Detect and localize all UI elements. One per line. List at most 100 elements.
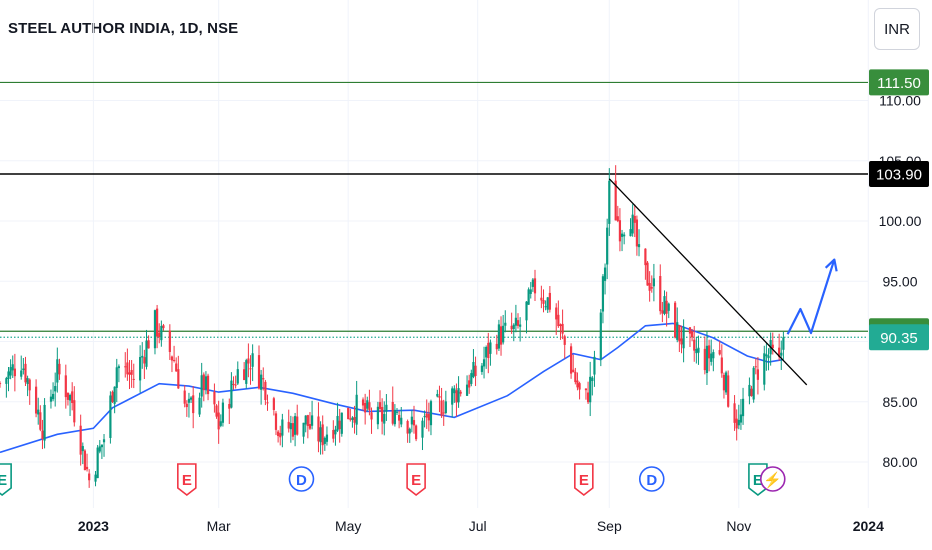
candle[interactable] bbox=[217, 400, 220, 444]
candle[interactable] bbox=[355, 380, 358, 436]
candle[interactable] bbox=[412, 405, 416, 434]
candle[interactable] bbox=[480, 363, 484, 375]
candle[interactable] bbox=[693, 325, 696, 362]
candle[interactable] bbox=[457, 376, 460, 408]
candle[interactable] bbox=[603, 263, 607, 295]
candle[interactable] bbox=[234, 375, 237, 389]
candle[interactable] bbox=[752, 366, 755, 403]
candle[interactable] bbox=[132, 363, 135, 389]
candle[interactable] bbox=[710, 339, 713, 366]
candle[interactable] bbox=[648, 271, 651, 302]
event-earnings-icon[interactable]: E bbox=[574, 463, 594, 497]
candle[interactable] bbox=[754, 358, 757, 375]
event-split-icon[interactable]: ⚡ bbox=[759, 466, 786, 492]
candle[interactable] bbox=[289, 415, 292, 443]
candle[interactable] bbox=[393, 404, 396, 427]
candle[interactable] bbox=[338, 408, 341, 443]
candle[interactable] bbox=[20, 355, 23, 380]
candle[interactable] bbox=[720, 344, 723, 378]
candle[interactable] bbox=[277, 429, 280, 443]
candle[interactable] bbox=[236, 361, 239, 385]
candle[interactable] bbox=[172, 345, 176, 363]
candle[interactable] bbox=[94, 470, 97, 487]
candle[interactable] bbox=[665, 291, 668, 327]
candle[interactable] bbox=[24, 356, 27, 387]
candle[interactable] bbox=[724, 370, 728, 395]
trendline[interactable] bbox=[608, 178, 808, 386]
candle[interactable] bbox=[378, 390, 382, 413]
candle[interactable] bbox=[516, 313, 520, 329]
candle[interactable] bbox=[451, 386, 454, 418]
candle[interactable] bbox=[206, 373, 210, 401]
candle[interactable] bbox=[574, 367, 577, 385]
candle[interactable] bbox=[533, 269, 537, 301]
candle[interactable] bbox=[637, 229, 641, 257]
candle[interactable] bbox=[153, 309, 157, 355]
candle[interactable] bbox=[79, 414, 82, 466]
event-markers[interactable]: E E D E E D E ⚡ bbox=[0, 463, 786, 497]
candle[interactable] bbox=[429, 399, 433, 436]
candle[interactable] bbox=[274, 411, 278, 436]
candle[interactable] bbox=[73, 386, 76, 427]
candle[interactable] bbox=[661, 301, 664, 323]
candle[interactable] bbox=[71, 382, 74, 411]
candle[interactable] bbox=[200, 362, 203, 408]
candle[interactable] bbox=[34, 379, 38, 418]
candle[interactable] bbox=[262, 367, 265, 391]
candle[interactable] bbox=[215, 404, 218, 419]
candle[interactable] bbox=[561, 309, 564, 340]
candle[interactable] bbox=[68, 393, 72, 416]
candle[interactable] bbox=[247, 343, 250, 378]
candle[interactable] bbox=[444, 390, 447, 415]
candle[interactable] bbox=[49, 389, 53, 409]
candle[interactable] bbox=[189, 396, 193, 403]
candle[interactable] bbox=[578, 381, 581, 400]
candle[interactable] bbox=[213, 383, 216, 413]
currency-button[interactable]: INR bbox=[874, 8, 920, 50]
candle[interactable] bbox=[385, 394, 388, 421]
candle[interactable] bbox=[616, 205, 619, 223]
candle[interactable] bbox=[308, 412, 312, 430]
candle[interactable] bbox=[459, 389, 462, 397]
candle[interactable] bbox=[586, 381, 590, 405]
candle[interactable] bbox=[13, 353, 16, 392]
candle[interactable] bbox=[733, 395, 736, 431]
candle[interactable] bbox=[727, 370, 730, 408]
candle[interactable] bbox=[406, 419, 409, 443]
candle[interactable] bbox=[555, 303, 558, 335]
candle[interactable] bbox=[644, 248, 647, 280]
candle[interactable] bbox=[51, 382, 55, 402]
candle[interactable] bbox=[688, 326, 692, 348]
candle[interactable] bbox=[279, 425, 282, 446]
candle[interactable] bbox=[765, 343, 768, 371]
candle[interactable] bbox=[741, 387, 745, 425]
candle[interactable] bbox=[353, 405, 356, 434]
candle[interactable] bbox=[499, 316, 503, 356]
candle[interactable] bbox=[332, 420, 335, 443]
candle[interactable] bbox=[113, 386, 116, 414]
candle[interactable] bbox=[470, 369, 473, 387]
candle[interactable] bbox=[139, 345, 142, 393]
candle[interactable] bbox=[291, 416, 295, 441]
candle[interactable] bbox=[145, 329, 148, 370]
candle[interactable] bbox=[542, 289, 545, 313]
candle[interactable] bbox=[425, 399, 428, 429]
candle[interactable] bbox=[563, 334, 566, 359]
candle[interactable] bbox=[102, 434, 106, 457]
candle[interactable] bbox=[408, 427, 411, 443]
candle[interactable] bbox=[317, 402, 320, 453]
candle[interactable] bbox=[124, 352, 127, 378]
candle[interactable] bbox=[370, 407, 373, 434]
candle[interactable] bbox=[257, 345, 261, 390]
candle[interactable] bbox=[674, 301, 677, 339]
candle[interactable] bbox=[175, 357, 178, 372]
candle[interactable] bbox=[81, 442, 84, 465]
candle[interactable] bbox=[489, 339, 492, 366]
candle[interactable] bbox=[438, 385, 441, 413]
candle[interactable] bbox=[614, 165, 617, 221]
candle[interactable] bbox=[748, 377, 751, 405]
candle[interactable] bbox=[347, 407, 350, 420]
candle[interactable] bbox=[96, 444, 99, 479]
